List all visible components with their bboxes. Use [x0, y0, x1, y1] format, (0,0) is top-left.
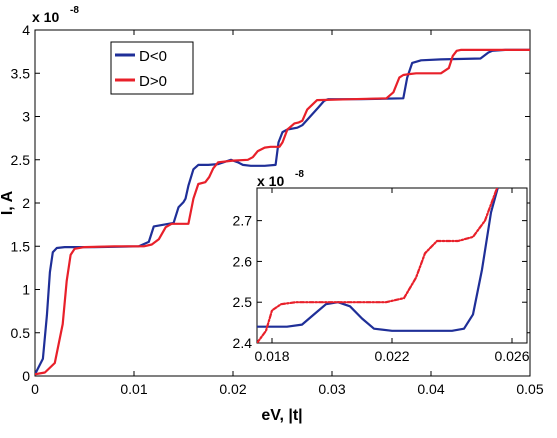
- main-x-tick-label: 0.04: [417, 381, 444, 397]
- main-y-tick-label: 1: [22, 282, 30, 298]
- inset-chart: 2.4 2.5 2.6 2.7 0.018 0.022 0.026 x 10 -8: [233, 169, 530, 364]
- main-y-tick-label: 0: [22, 368, 30, 384]
- main-x-tick-label: 0.05: [516, 381, 543, 397]
- main-y-tick-label: 3.5: [11, 65, 31, 81]
- legend-label-d-neg: D<0: [139, 48, 167, 65]
- inset-exponent-power: -8: [295, 169, 304, 180]
- inset-x-axis: 0.018 0.022 0.026: [254, 188, 530, 364]
- main-series-group: [35, 48, 530, 376]
- main-exponent-power: -8: [70, 5, 79, 16]
- main-series-d-pos: [35, 48, 530, 376]
- inset-x-tick-label: 0.026: [494, 348, 529, 364]
- inset-y-tick-label: 2.5: [233, 294, 253, 310]
- main-y-tick-label: 2: [22, 195, 30, 211]
- inset-y-tick-label: 2.6: [233, 253, 253, 269]
- main-y-axis: 0 0.5 1 1.5 2 2.5 3 3.5 4: [11, 22, 530, 384]
- main-exponent-label: x 10: [32, 9, 59, 25]
- main-x-tick-label: 0.01: [120, 381, 147, 397]
- legend-box: [110, 41, 194, 95]
- inset-y-tick-label: 2.7: [233, 213, 253, 229]
- legend-label-d-pos: D>0: [139, 73, 167, 90]
- inset-exponent-label: x 10: [257, 173, 284, 189]
- main-x-tick-label: 0: [31, 381, 39, 397]
- inset-series-group: [257, 188, 499, 343]
- inset-x-tick-label: 0.022: [374, 348, 409, 364]
- main-y-tick-label: 3: [22, 109, 30, 125]
- main-x-axis-label: eV, |t|: [261, 407, 302, 424]
- inset-series-d-neg: [257, 188, 499, 332]
- inset-y-tick-label: 2.4: [233, 335, 253, 351]
- main-x-tick-label: 0.02: [219, 381, 246, 397]
- inset-plot-frame: [256, 187, 528, 344]
- main-y-tick-label: 2.5: [11, 152, 31, 168]
- main-y-tick-label: 0.5: [11, 325, 31, 341]
- main-y-tick-label: 4: [22, 22, 30, 38]
- inset-x-tick-label: 0.018: [254, 348, 289, 364]
- legend: D<0 D>0: [110, 41, 194, 95]
- main-y-axis-label: I, A: [0, 190, 16, 215]
- main-y-tick-label: 1.5: [11, 238, 31, 254]
- main-x-axis: 0 0.01 0.02 0.03 0.04 0.05: [31, 30, 544, 397]
- inset-y-axis: 2.4 2.5 2.6 2.7: [233, 213, 527, 351]
- inset-series-d-pos: [257, 188, 499, 343]
- main-x-tick-label: 0.03: [318, 381, 345, 397]
